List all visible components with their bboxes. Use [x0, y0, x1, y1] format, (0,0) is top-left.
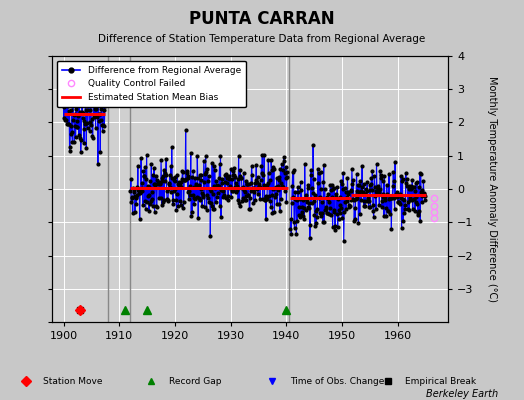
Text: Time of Obs. Change: Time of Obs. Change: [290, 376, 384, 386]
Text: PUNTA CARRAN: PUNTA CARRAN: [189, 10, 335, 28]
Text: Record Gap: Record Gap: [169, 376, 222, 386]
Text: Difference of Station Temperature Data from Regional Average: Difference of Station Temperature Data f…: [99, 34, 425, 44]
Legend: Difference from Regional Average, Quality Control Failed, Estimated Station Mean: Difference from Regional Average, Qualit…: [57, 60, 246, 107]
Y-axis label: Monthly Temperature Anomaly Difference (°C): Monthly Temperature Anomaly Difference (…: [487, 76, 497, 302]
Text: Berkeley Earth: Berkeley Earth: [425, 389, 498, 399]
Text: Station Move: Station Move: [43, 376, 103, 386]
Text: Empirical Break: Empirical Break: [406, 376, 476, 386]
